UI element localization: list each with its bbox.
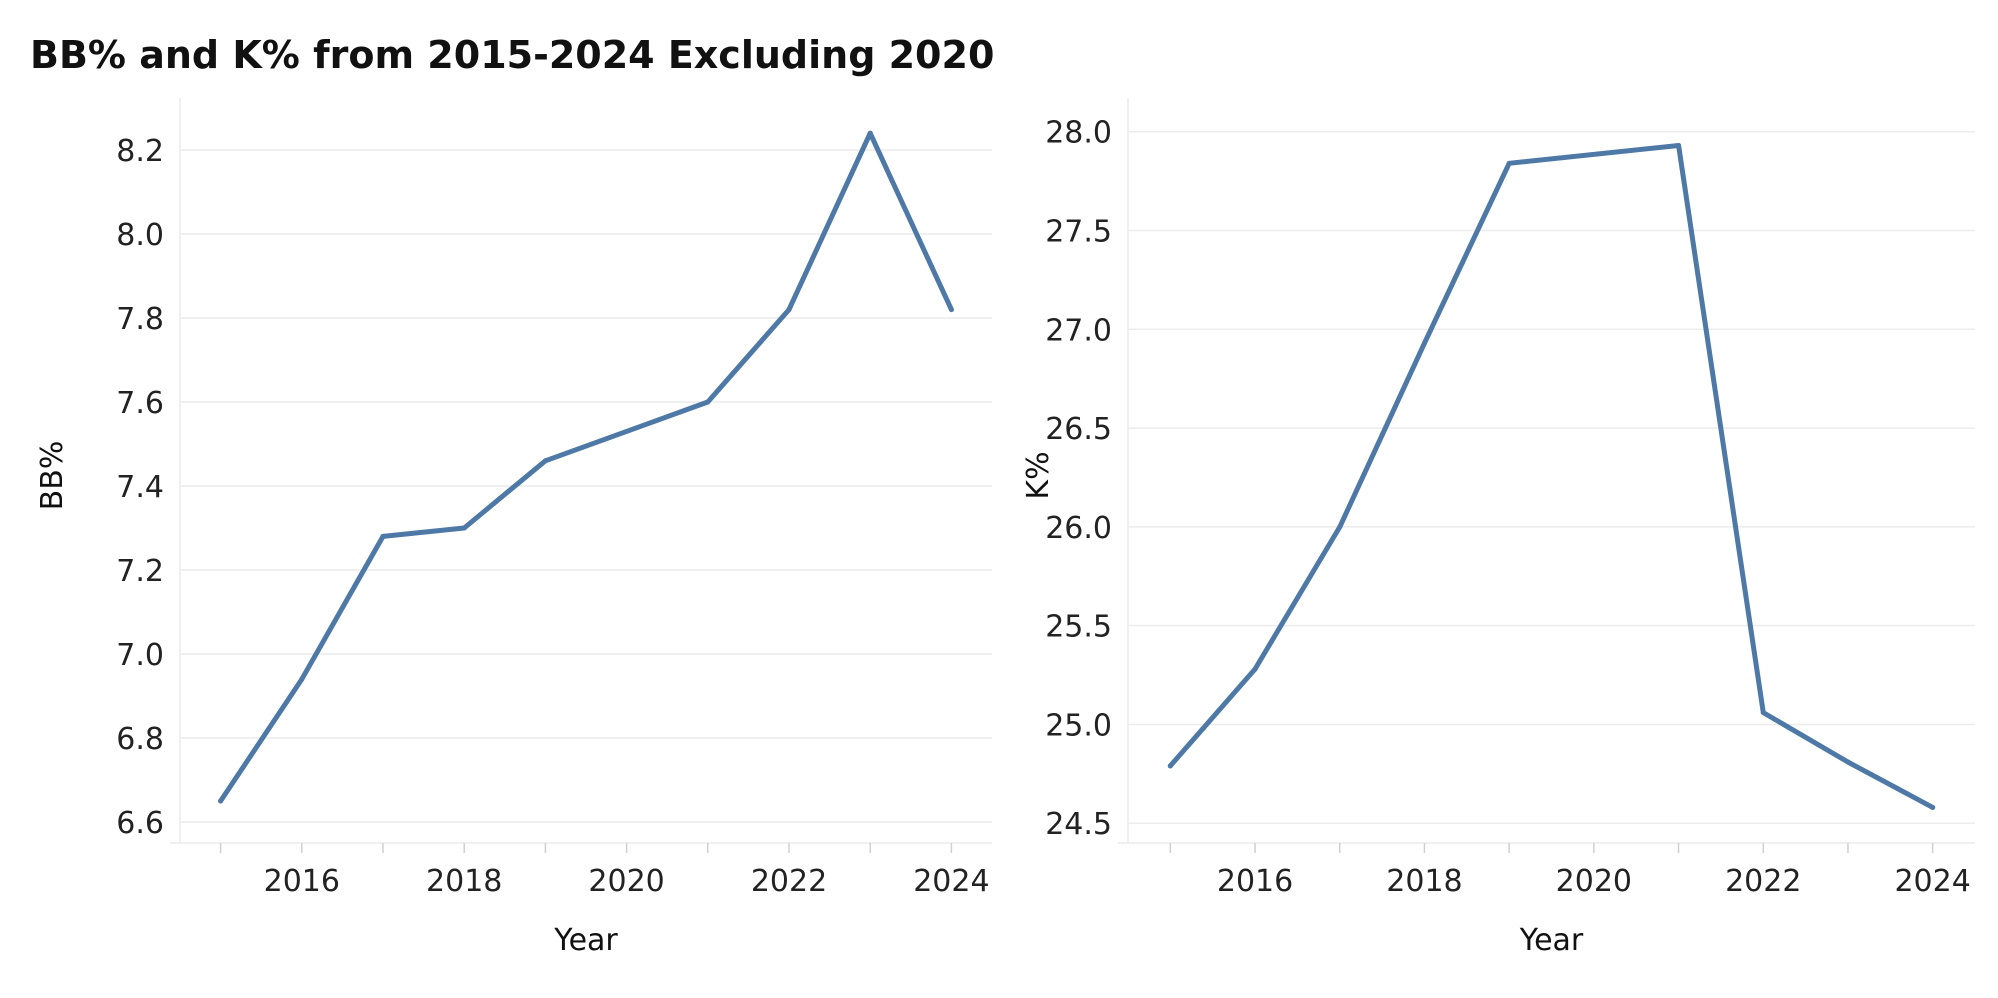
y-gridlines	[180, 149, 992, 823]
series	[218, 130, 954, 804]
data-point	[1676, 143, 1682, 149]
y-tick-label: 24.5	[1045, 807, 1112, 842]
x-tick-label: 2020	[588, 864, 664, 899]
series-line	[1167, 143, 1936, 810]
y-tick-label: 26.0	[1045, 511, 1112, 546]
y-tick-label: 26.5	[1045, 412, 1112, 447]
y-tick-label: 27.0	[1045, 313, 1112, 348]
y-tick-label: 8.2	[116, 134, 164, 169]
x-tick-label: 2016	[264, 864, 340, 899]
data-point	[1252, 666, 1258, 672]
x-tick-label: 2024	[913, 864, 989, 899]
data-point	[1421, 340, 1427, 346]
data-point	[1930, 804, 1936, 810]
data-point	[542, 458, 548, 464]
data-point	[1506, 160, 1512, 166]
series	[1167, 143, 1936, 810]
k-percent-chart: 2016 2018 2020 2022 2024 24.5 25.0 25.5 26.0 26.…	[1021, 98, 1975, 958]
y-tick-label: 7.8	[116, 302, 164, 337]
data-point	[380, 533, 386, 539]
x-tick-labels: 2016 2018 2020 2022 2024	[264, 864, 990, 899]
data-point	[1845, 759, 1851, 765]
x-tick-label: 2016	[1217, 864, 1293, 899]
data-point	[1760, 710, 1766, 716]
y-tick-label: 27.5	[1045, 215, 1112, 250]
data-point	[867, 130, 873, 136]
axes	[1118, 98, 1975, 853]
x-axis-title: Year	[553, 923, 618, 958]
axes	[170, 98, 992, 853]
y-tick-label: 7.2	[116, 554, 164, 589]
data-point	[461, 525, 467, 531]
x-tick-label: 2018	[1386, 864, 1462, 899]
x-tick-label: 2020	[1556, 864, 1632, 899]
y-gridlines	[1128, 130, 1975, 824]
y-axis-title: BB%	[35, 441, 70, 511]
y-tick-labels: 6.6 6.8 7.0 7.2 7.4 7.6 7.8 8.0 8.2	[116, 134, 164, 841]
data-point	[299, 676, 305, 682]
y-tick-label: 25.5	[1045, 610, 1112, 645]
x-tick-label: 2018	[426, 864, 502, 899]
data-point	[218, 798, 224, 804]
figure-title: BB% and K% from 2015-2024 Excluding 2020	[30, 33, 994, 77]
y-axis-title: K%	[1021, 451, 1056, 499]
data-point	[1167, 763, 1173, 769]
y-tick-label: 7.6	[116, 386, 164, 421]
y-tick-label: 6.8	[116, 722, 164, 757]
x-tick-label: 2022	[1725, 864, 1801, 899]
data-point	[705, 399, 711, 405]
y-tick-label: 28.0	[1045, 116, 1112, 151]
data-point	[1337, 524, 1343, 530]
y-tick-label: 6.6	[116, 806, 164, 841]
x-tick-labels: 2016 2018 2020 2022 2024	[1217, 864, 1971, 899]
y-tick-label: 7.0	[116, 638, 164, 673]
x-tick-label: 2024	[1894, 864, 1970, 899]
data-point	[948, 307, 954, 313]
y-tick-label: 7.4	[116, 470, 164, 505]
y-tick-label: 8.0	[116, 218, 164, 253]
y-tick-label: 25.0	[1045, 708, 1112, 743]
x-axis-title: Year	[1519, 923, 1584, 958]
bb-percent-chart: 2016 2018 2020 2022 2024 6.6 6.8 7.0 7.2 7.4 7.6 7…	[35, 98, 992, 958]
y-tick-labels: 24.5 25.0 25.5 26.0 26.5 27.0 27.5 28.0	[1045, 116, 1112, 843]
data-point	[786, 307, 792, 313]
x-tick-label: 2022	[751, 864, 827, 899]
